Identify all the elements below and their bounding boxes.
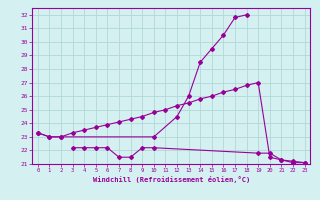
X-axis label: Windchill (Refroidissement éolien,°C): Windchill (Refroidissement éolien,°C) [92, 176, 250, 183]
